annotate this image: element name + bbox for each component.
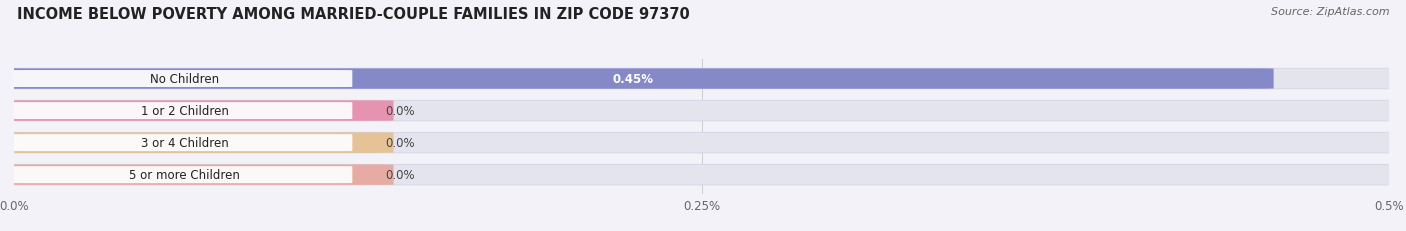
FancyBboxPatch shape <box>8 103 353 120</box>
FancyBboxPatch shape <box>0 69 1406 89</box>
FancyBboxPatch shape <box>0 165 394 185</box>
FancyBboxPatch shape <box>0 133 394 153</box>
FancyBboxPatch shape <box>0 69 1274 89</box>
Text: 0.0%: 0.0% <box>385 137 415 149</box>
Text: No Children: No Children <box>150 73 219 86</box>
Text: Source: ZipAtlas.com: Source: ZipAtlas.com <box>1271 7 1389 17</box>
Text: INCOME BELOW POVERTY AMONG MARRIED-COUPLE FAMILIES IN ZIP CODE 97370: INCOME BELOW POVERTY AMONG MARRIED-COUPL… <box>17 7 689 22</box>
Text: 0.0%: 0.0% <box>385 168 415 181</box>
FancyBboxPatch shape <box>0 101 394 121</box>
FancyBboxPatch shape <box>0 101 1406 121</box>
FancyBboxPatch shape <box>8 71 353 88</box>
Text: 1 or 2 Children: 1 or 2 Children <box>141 105 229 118</box>
Text: 5 or more Children: 5 or more Children <box>129 168 240 181</box>
FancyBboxPatch shape <box>8 167 353 183</box>
Text: 0.45%: 0.45% <box>613 73 654 86</box>
FancyBboxPatch shape <box>0 133 1406 153</box>
Text: 3 or 4 Children: 3 or 4 Children <box>141 137 228 149</box>
Text: 0.0%: 0.0% <box>385 105 415 118</box>
FancyBboxPatch shape <box>8 134 353 152</box>
FancyBboxPatch shape <box>0 165 1406 185</box>
